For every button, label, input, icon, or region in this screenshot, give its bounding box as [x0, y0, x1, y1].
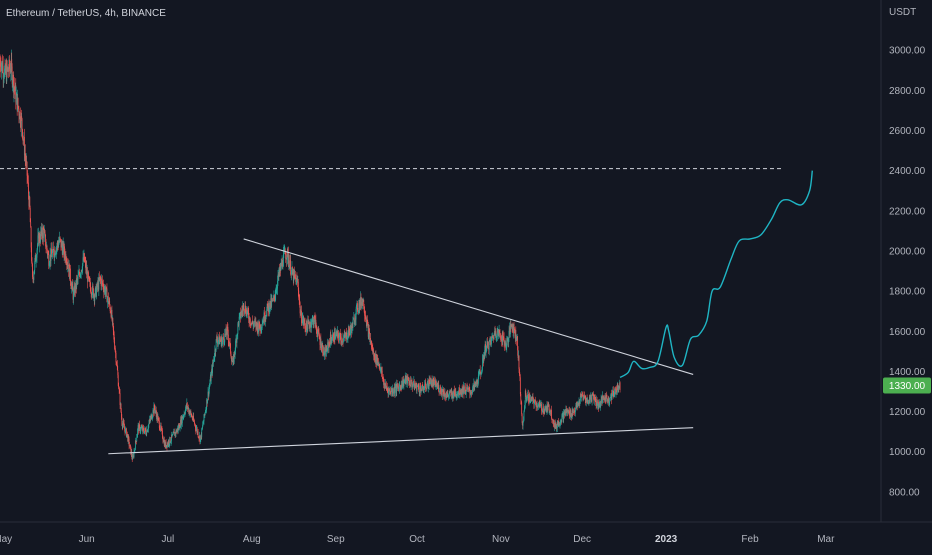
- y-tick-label: 2800.00: [889, 86, 926, 97]
- y-tick-label: 2200.00: [889, 206, 926, 217]
- candle-body: [551, 410, 552, 419]
- y-tick-label: 1400.00: [889, 367, 926, 378]
- current-price-label: 1330.00: [889, 381, 926, 392]
- candle-body: [601, 399, 602, 404]
- candle-body: [70, 269, 71, 282]
- x-tick-label: Feb: [741, 534, 759, 545]
- y-tick-label: 2400.00: [889, 166, 926, 177]
- candle-body: [520, 394, 521, 400]
- x-tick-label: Jun: [79, 534, 95, 545]
- candle-body: [395, 388, 396, 393]
- candle-body: [322, 345, 323, 353]
- candle-body: [425, 382, 426, 388]
- candle-body: [543, 407, 544, 412]
- y-tick-label: 3000.00: [889, 46, 926, 57]
- y-axis-unit-label: USDT: [889, 7, 916, 18]
- candle-body: [60, 239, 61, 240]
- candle-body: [382, 371, 383, 377]
- candle-body: [418, 387, 419, 391]
- candle-body: [471, 392, 472, 393]
- x-tick-label: Nov: [492, 534, 510, 545]
- candle-body: [68, 265, 69, 266]
- candle-body: [447, 393, 448, 395]
- x-tick-label: May: [0, 534, 12, 545]
- candle-body: [519, 355, 520, 369]
- candle-body: [411, 380, 412, 387]
- candle-body: [124, 427, 125, 429]
- candle-body: [353, 320, 354, 328]
- candle-body: [198, 432, 199, 437]
- candle-body: [524, 412, 525, 421]
- candle-body: [497, 332, 498, 337]
- candle-body: [521, 403, 522, 415]
- y-tick-label: 1600.00: [889, 327, 926, 338]
- candle-body: [22, 129, 23, 138]
- candle-body: [88, 272, 89, 277]
- candle-body: [262, 324, 263, 328]
- candle-body: [295, 278, 296, 279]
- candle-body: [489, 342, 490, 351]
- candle-body: [431, 378, 432, 380]
- candle-body: [343, 338, 344, 341]
- candle-body: [339, 337, 340, 341]
- candle-body: [201, 428, 202, 437]
- candle-body: [520, 377, 521, 394]
- y-tick-label: 1800.00: [889, 287, 926, 298]
- candle-body: [22, 118, 23, 129]
- chart-title: Ethereum / TetherUS, 4h, BINANCE: [6, 8, 166, 19]
- candle-body: [235, 341, 236, 351]
- candle-body: [438, 385, 439, 391]
- candle-body: [78, 275, 79, 279]
- candle-body: [575, 408, 576, 412]
- x-tick-label: Dec: [573, 534, 591, 545]
- candle-body: [267, 304, 268, 306]
- candle-body: [609, 398, 610, 402]
- y-tick-label: 1000.00: [889, 447, 926, 458]
- candle-body: [488, 342, 489, 349]
- candle-body: [130, 445, 131, 446]
- x-tick-label: Jul: [161, 534, 174, 545]
- candle-body: [290, 260, 291, 274]
- candle-body: [18, 98, 19, 106]
- candle-body: [620, 382, 621, 390]
- y-tick-label: 1200.00: [889, 407, 926, 418]
- candle-body: [16, 95, 17, 102]
- x-tick-label: Oct: [409, 534, 425, 545]
- candle-body: [466, 391, 467, 394]
- candle-body: [168, 441, 169, 444]
- candle-body: [340, 336, 341, 341]
- candle-body: [399, 385, 400, 390]
- x-tick-label: Mar: [817, 534, 835, 545]
- candle-body: [172, 434, 173, 435]
- candle-body: [33, 274, 34, 280]
- candle-body: [482, 360, 483, 371]
- y-tick-label: 2600.00: [889, 126, 926, 137]
- candle-body: [121, 417, 122, 424]
- candle-body: [112, 318, 113, 323]
- x-tick-label: Aug: [243, 534, 261, 545]
- candle-body: [374, 354, 375, 361]
- x-tick-label: 2023: [655, 534, 678, 545]
- candle-body: [500, 333, 501, 337]
- candle-body: [333, 333, 334, 340]
- candle-body: [244, 311, 245, 312]
- candle-body: [136, 438, 137, 442]
- y-tick-label: 800.00: [889, 487, 920, 498]
- candle-body: [203, 424, 204, 425]
- y-tick-label: 2000.00: [889, 246, 926, 257]
- candle-body: [228, 335, 229, 342]
- x-tick-label: Sep: [327, 534, 345, 545]
- candle-body: [549, 405, 550, 411]
- candle-body: [116, 353, 117, 362]
